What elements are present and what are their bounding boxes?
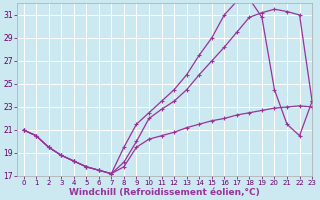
X-axis label: Windchill (Refroidissement éolien,°C): Windchill (Refroidissement éolien,°C) (69, 188, 260, 197)
